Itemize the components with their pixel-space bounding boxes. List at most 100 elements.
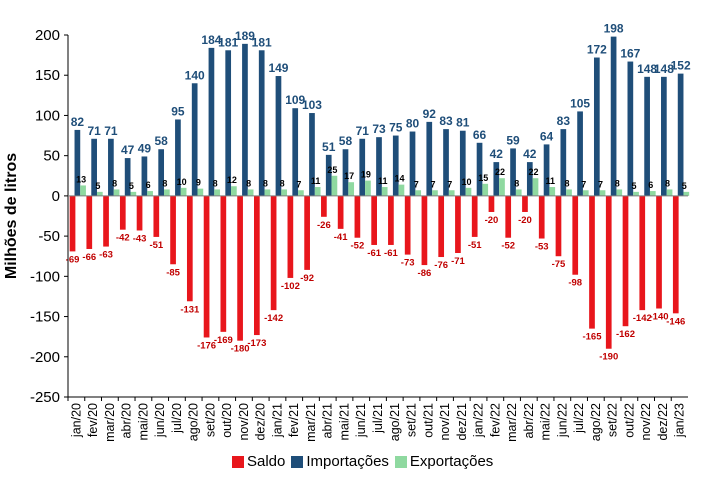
x-tick-label: dez/20: [254, 403, 268, 441]
label-saldo: -165: [582, 332, 602, 343]
label-exportacoes: 5: [682, 181, 687, 191]
x-tick-label: jan/21: [270, 403, 284, 438]
x-tick-label: mai/22: [539, 403, 553, 441]
bar-exportacoes: [96, 191, 103, 196]
bar-exportacoes: [566, 189, 572, 196]
bar-exportacoes: [214, 189, 220, 196]
label-saldo: -102: [281, 281, 300, 292]
label-saldo: -43: [133, 233, 147, 244]
bar-importacoes: [610, 36, 617, 196]
y-tick-label: -150: [30, 309, 60, 326]
label-saldo: -176: [197, 340, 216, 351]
label-exportacoes: 17: [344, 171, 354, 181]
label-importacoes: 42: [523, 147, 537, 161]
x-tick-label: out/20: [220, 403, 234, 438]
x-tick-label: abr/20: [120, 403, 134, 438]
label-saldo: -142: [264, 313, 283, 324]
bar-saldo: [237, 195, 243, 341]
label-saldo: -69: [66, 254, 80, 265]
bar-saldo: [270, 195, 277, 311]
bar-importacoes: [443, 129, 449, 196]
label-exportacoes: 8: [565, 178, 570, 188]
label-exportacoes: 14: [394, 174, 404, 184]
bar-exportacoes: [683, 191, 690, 196]
legend-swatch-saldo: [232, 455, 244, 468]
label-importacoes: 75: [389, 121, 403, 135]
bar-importacoes: [141, 156, 148, 196]
label-exportacoes: 8: [263, 178, 268, 188]
bar-saldo: [186, 195, 193, 302]
bar-saldo: [354, 195, 361, 238]
label-saldo: -51: [468, 240, 482, 251]
bar-importacoes: [275, 76, 282, 196]
label-exportacoes: 22: [495, 167, 505, 177]
bar-exportacoes: [381, 187, 388, 196]
bar-saldo: [337, 195, 344, 229]
y-axis-ticks: -250 -200 -150 -100 -50 0 50 100 150 200: [30, 27, 68, 406]
bar-saldo: [672, 195, 679, 314]
bar-exportacoes: [197, 188, 204, 196]
bar-exportacoes: [582, 190, 589, 196]
bar-exportacoes: [331, 175, 338, 196]
legend-label-importacoes: Importações: [306, 453, 389, 470]
label-importacoes: 181: [218, 35, 238, 49]
y-tick-label: 200: [35, 27, 60, 44]
bars: [69, 36, 690, 349]
label-importacoes: 71: [104, 124, 118, 138]
x-tick-label: abr/21: [321, 403, 335, 438]
legend-item-importacoes: Importações: [291, 453, 389, 470]
bar-exportacoes: [247, 189, 254, 196]
label-importacoes: 58: [339, 134, 353, 148]
bar-exportacoes: [515, 189, 522, 196]
label-saldo: -85: [166, 267, 180, 278]
bar-exportacoes: [147, 191, 153, 196]
label-exportacoes: 10: [461, 177, 471, 187]
x-tick-label: mar/20: [103, 403, 117, 442]
label-importacoes: 42: [490, 147, 504, 161]
label-saldo: -52: [501, 241, 515, 252]
legend-label-exportacoes: Exportações: [409, 453, 494, 470]
bar-saldo: [371, 195, 377, 245]
bar-exportacoes: [398, 184, 405, 196]
label-saldo: -86: [418, 268, 432, 279]
label-importacoes: 184: [201, 33, 221, 47]
bar-saldo: [555, 195, 562, 257]
label-exportacoes: 11: [378, 176, 388, 186]
bar-saldo: [589, 195, 595, 329]
x-tick-label: abr/22: [522, 403, 536, 438]
bar-exportacoes: [549, 187, 556, 196]
bar-exportacoes: [130, 191, 137, 196]
label-importacoes: 148: [654, 62, 674, 76]
label-importacoes: 58: [154, 134, 168, 148]
bar-saldo: [572, 195, 579, 275]
label-saldo: -52: [351, 241, 365, 252]
label-saldo: -71: [451, 256, 465, 267]
bar-exportacoes: [448, 190, 455, 196]
x-tick-label: set/22: [606, 403, 620, 437]
label-importacoes: 51: [322, 140, 336, 154]
bar-importacoes: [325, 154, 332, 196]
label-importacoes: 105: [570, 96, 590, 110]
bar-importacoes: [359, 138, 366, 196]
bar-exportacoes: [599, 190, 606, 196]
label-importacoes: 198: [604, 22, 624, 36]
y-tick-label: -50: [38, 228, 60, 245]
label-exportacoes: 7: [414, 179, 419, 189]
bar-saldo: [605, 195, 612, 349]
bar-importacoes: [292, 108, 299, 196]
label-importacoes: 73: [372, 122, 386, 136]
label-importacoes: 71: [356, 124, 370, 138]
label-importacoes: 81: [456, 116, 470, 130]
label-exportacoes: 15: [478, 173, 488, 183]
y-tick-label: -200: [30, 349, 60, 366]
label-exportacoes: 8: [162, 178, 167, 188]
label-importacoes: 66: [473, 128, 487, 142]
y-tick-label: 0: [52, 188, 60, 205]
bar-importacoes: [108, 138, 114, 196]
label-importacoes: 92: [423, 107, 437, 121]
bar-exportacoes: [298, 190, 304, 196]
bar-importacoes: [124, 158, 131, 196]
bar-saldo: [622, 195, 629, 327]
y-axis-title-text: Milhões de litros: [3, 153, 20, 279]
